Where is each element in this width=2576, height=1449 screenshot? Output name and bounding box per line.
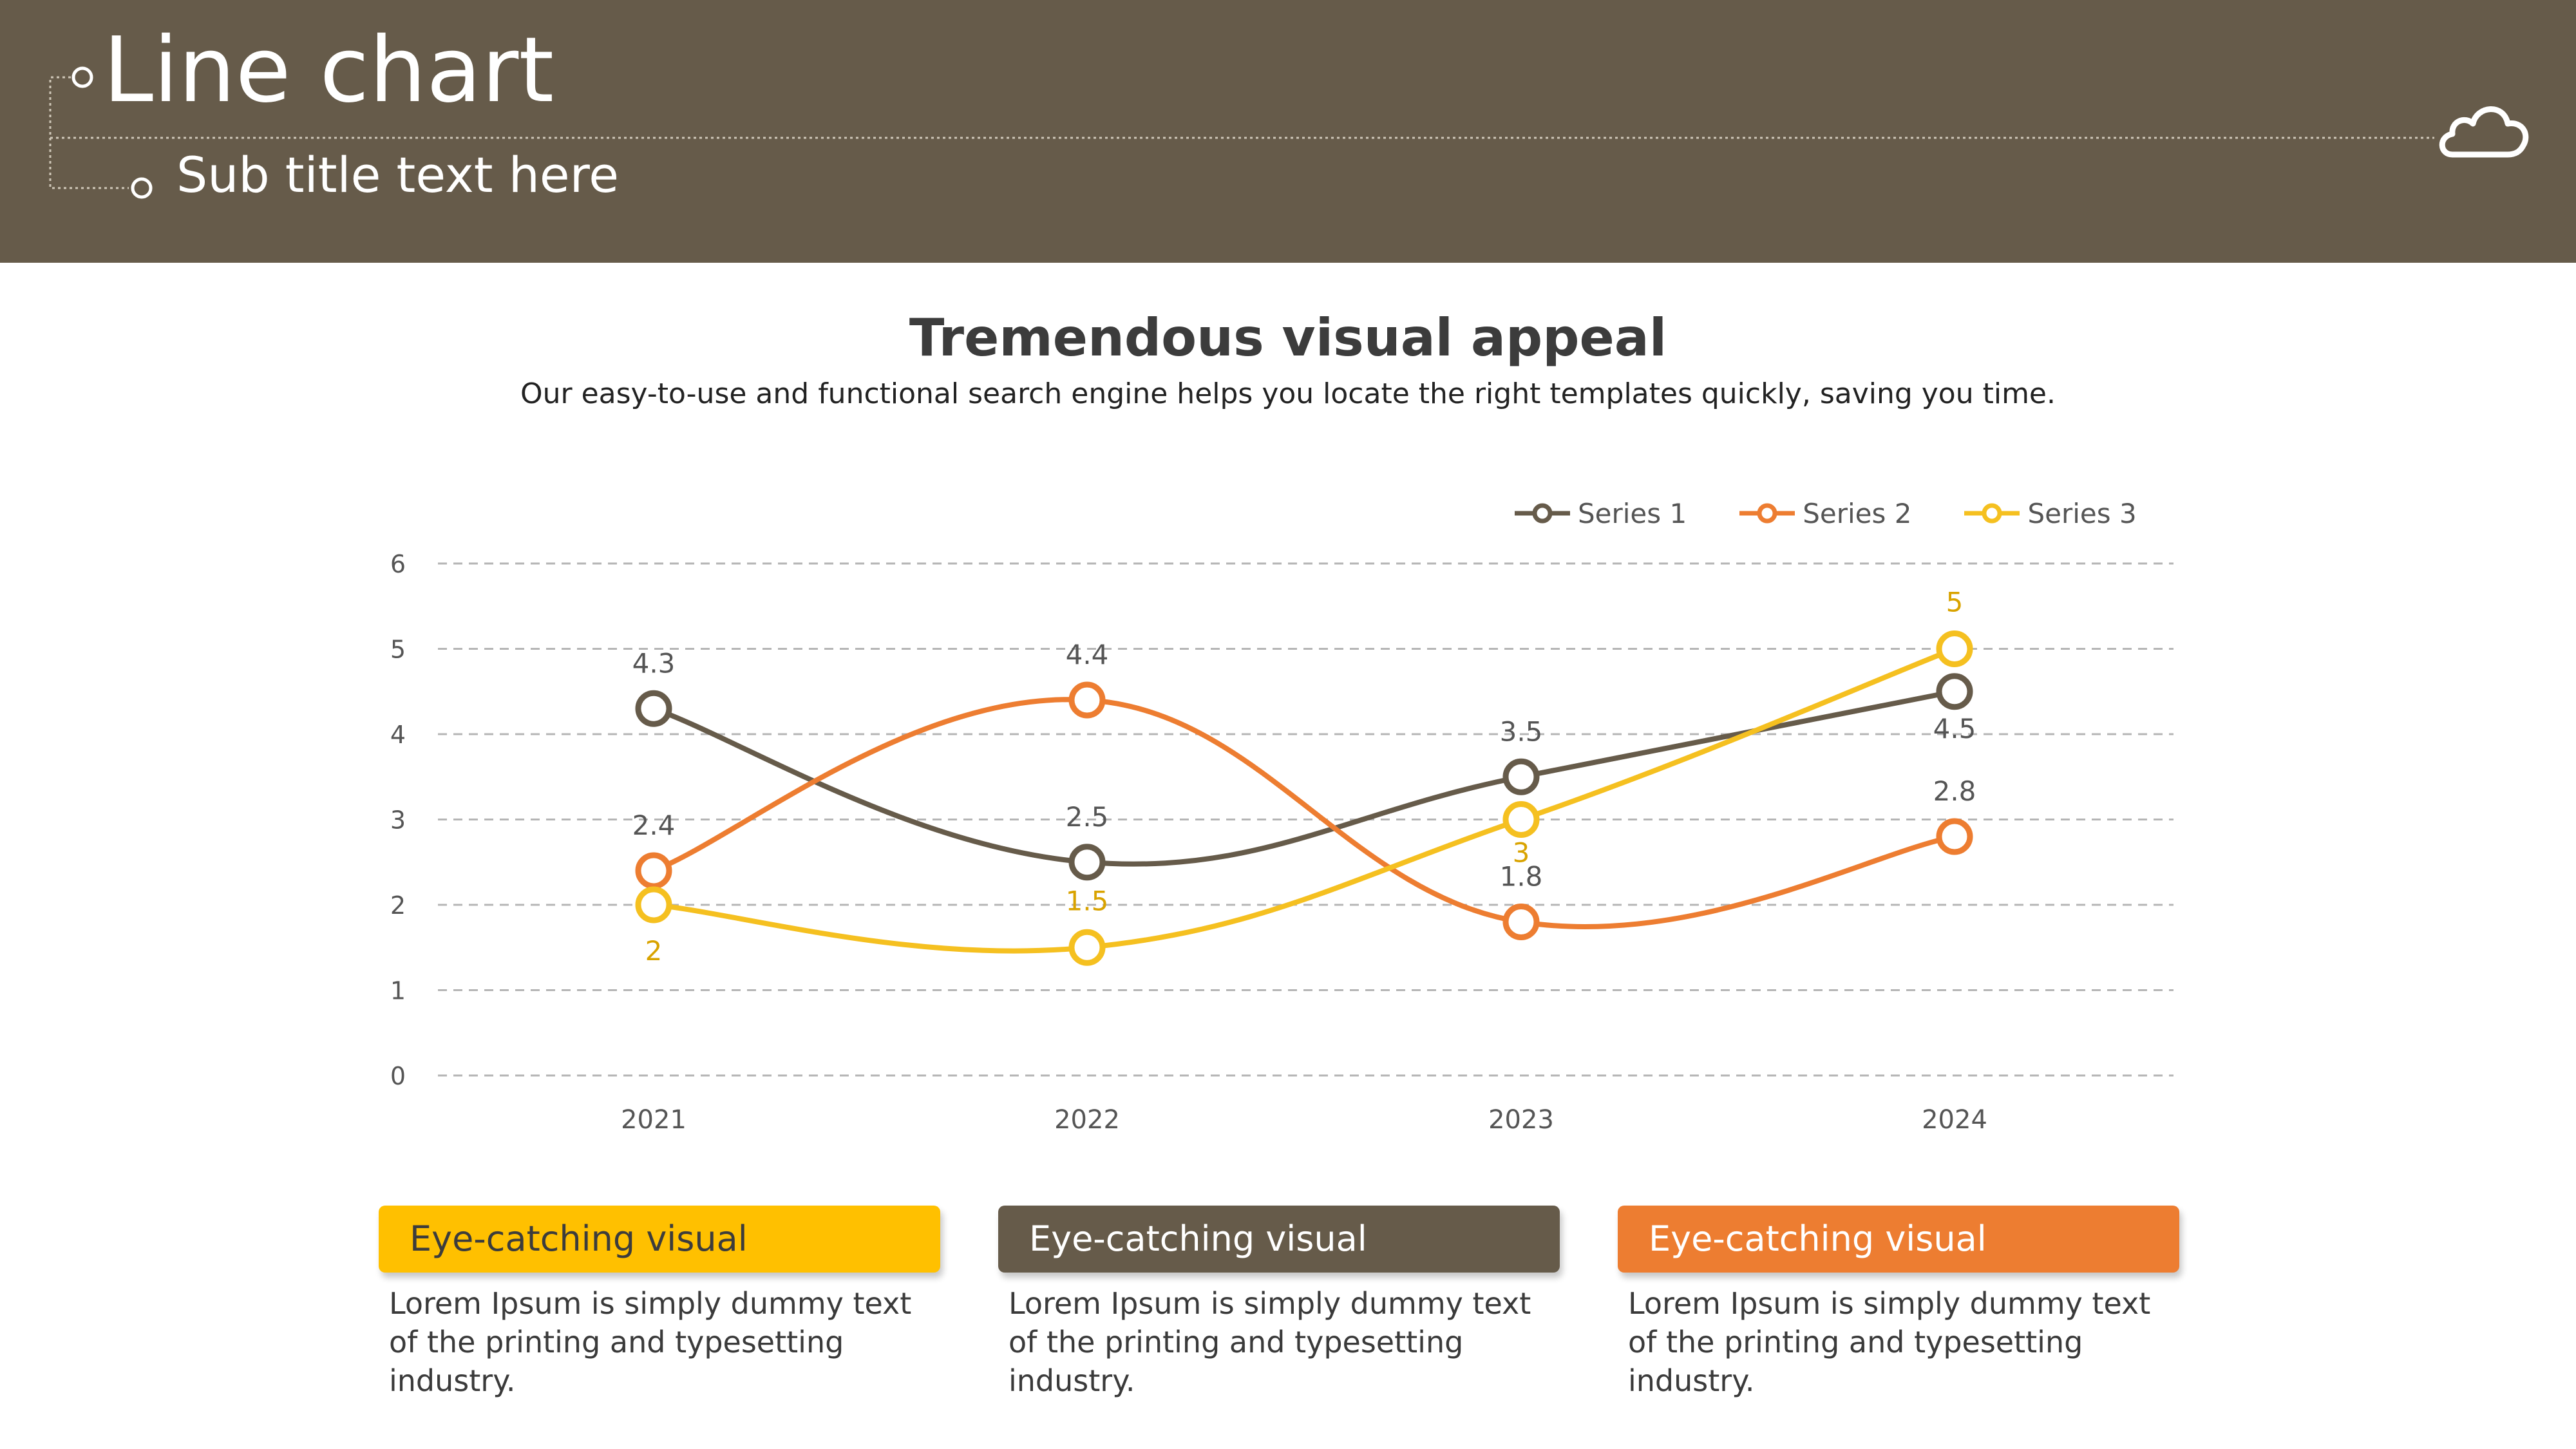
data-label-series-2: 2.8 [1933,775,1976,807]
info-card-1-text: Lorem Ipsum is simply dummy text of the … [389,1286,912,1398]
page-subtitle: Sub title text here [176,146,619,204]
data-point-series-2 [1502,904,1540,940]
info-card-2: Eye-catching visual Lorem Ipsum is simpl… [998,1206,1560,1400]
x-tick-label: 2021 [621,1105,687,1135]
cloud-icon [2439,106,2529,158]
data-label-series-1: 4.3 [632,647,676,679]
data-point-series-2 [1068,681,1106,719]
series-line-2 [651,697,1957,929]
data-label-series-1: 4.5 [1933,713,1976,744]
info-card-3: Eye-catching visual Lorem Ipsum is simpl… [1618,1206,2179,1400]
info-card-3-title: Eye-catching visual [1618,1206,2179,1273]
info-card-3-text: Lorem Ipsum is simply dummy text of the … [1628,1286,2151,1398]
data-point-series-1 [1936,673,1973,710]
data-point-series-2 [1936,818,1973,855]
data-label-series-1: 2.5 [1066,801,1109,833]
title-banner: Line chart Sub title text here [0,0,2576,263]
legend-marker-series-2 [1739,503,1795,524]
legend-item-series-1: Series 1 [1513,498,1687,529]
legend-item-series-2: Series 2 [1738,498,1911,529]
page-title: Line chart [103,18,554,123]
series-line-3 [651,646,1957,954]
data-label-series-3: 5 [1946,587,1964,618]
data-point-series-1 [635,690,672,727]
data-label-series-2: 4.4 [1066,639,1109,670]
data-point-series-1 [1068,844,1106,881]
data-point-series-2 [635,852,672,889]
legend-label-series-3: Series 3 [2027,497,2137,529]
y-tick-label: 5 [390,636,406,664]
data-point-series-3 [1502,801,1540,838]
x-tick-label: 2023 [1488,1105,1554,1135]
info-card-1: Eye-catching visual Lorem Ipsum is simpl… [379,1206,940,1400]
data-point-series-3 [635,886,672,923]
legend-item-series-3: Series 3 [1963,497,2137,529]
section-title: Tremendous visual appeal [909,308,1667,368]
legend-marker-series-3 [1964,503,2020,524]
legend-label-series-2: Series 2 [1803,497,1912,529]
data-point-series-3 [1936,630,1973,667]
data-label-series-2: 2.4 [632,810,676,841]
data-label-series-2: 1.8 [1500,861,1543,893]
y-tick-label: 2 [390,891,406,920]
info-card-2-text: Lorem Ipsum is simply dummy text of the … [1009,1286,1531,1398]
decorative-connector-lines [49,66,2434,199]
x-tick-label: 2022 [1054,1105,1120,1135]
y-tick-label: 1 [390,977,406,1005]
y-tick-label: 0 [390,1062,406,1090]
data-label-series-1: 3.5 [1500,715,1543,747]
data-label-series-3: 3 [1513,837,1530,869]
legend-label-series-1: Series 1 [1578,497,1687,529]
data-point-series-1 [1502,758,1540,795]
data-point-series-3 [1068,929,1106,966]
data-label-series-3: 1.5 [1066,885,1109,916]
series-line-1 [651,688,1957,867]
data-label-series-3: 2 [645,935,663,967]
line-chart: 0 1 2 3 4 5 6 2021 2022 2023 2024 4.3 2.5 3.5 4.5 2.4 4.… [390,550,2174,1135]
info-card-1-title: Eye-catching visual [379,1206,940,1273]
legend-marker-series-1 [1515,503,1570,524]
info-card-2-title: Eye-catching visual [998,1206,1560,1273]
section-description: Our easy-to-use and functional search en… [520,377,2056,410]
x-tick-label: 2024 [1922,1105,1987,1135]
y-tick-label: 4 [390,721,406,749]
y-tick-label: 3 [390,806,406,835]
chart-legend: Series 1 Series 2 Series 3 [1513,491,2137,536]
y-tick-label: 6 [390,550,406,578]
